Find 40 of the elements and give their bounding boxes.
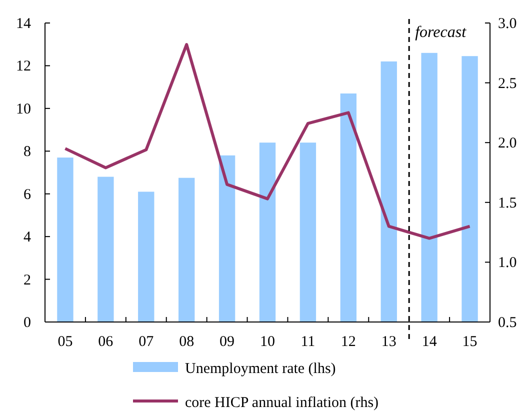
- bar: [57, 158, 74, 322]
- y-tick-label: 6: [24, 186, 32, 203]
- bar: [340, 93, 356, 322]
- x-tick-label: 05: [58, 334, 73, 350]
- x-tick-label: 07: [138, 334, 154, 350]
- bar: [380, 61, 397, 322]
- x-tick-label: 09: [220, 334, 235, 350]
- y-tick-label: 8: [24, 144, 31, 160]
- y-tick-label: 10: [16, 101, 31, 118]
- line-series: [64, 43, 472, 240]
- bar: [98, 176, 114, 322]
- annotation: forecast: [415, 24, 467, 41]
- legend-label: Unemployment rate (lhs): [185, 361, 336, 377]
- y2-tick-label: 3.0: [498, 16, 517, 32]
- bar: [462, 56, 478, 322]
- x-tick-label: 15: [462, 334, 478, 350]
- bar: [259, 142, 276, 322]
- x-tick-label: 12: [340, 334, 356, 350]
- bar: [138, 192, 154, 322]
- y-tick-label: 0: [24, 315, 31, 331]
- y2-tick-label: 2.5: [498, 76, 517, 92]
- x-tick-label: 08: [179, 334, 194, 350]
- y-tick-label: 2: [24, 272, 31, 288]
- x-tick-label: 14: [422, 334, 438, 350]
- y-tick-label: 12: [16, 58, 31, 75]
- x-tick-label: 11: [300, 334, 316, 350]
- y-tick-label: 14: [16, 16, 32, 32]
- x-tick-label: 06: [98, 334, 114, 350]
- x-tick-label: 10: [260, 334, 275, 350]
- y2-tick-label: 1.0: [498, 255, 517, 272]
- x-tick-label: 13: [381, 334, 396, 350]
- bar: [421, 52, 438, 322]
- bar: [178, 178, 195, 322]
- y2-tick-label: 1.5: [498, 195, 517, 212]
- bar: [300, 142, 316, 322]
- y2-tick-label: 0.5: [498, 315, 517, 331]
- y-tick-label: 4: [24, 230, 32, 246]
- legend-label: core HICP annual inflation (rhs): [185, 395, 379, 411]
- bar: [218, 155, 236, 322]
- y2-tick-label: 2.0: [498, 136, 517, 152]
